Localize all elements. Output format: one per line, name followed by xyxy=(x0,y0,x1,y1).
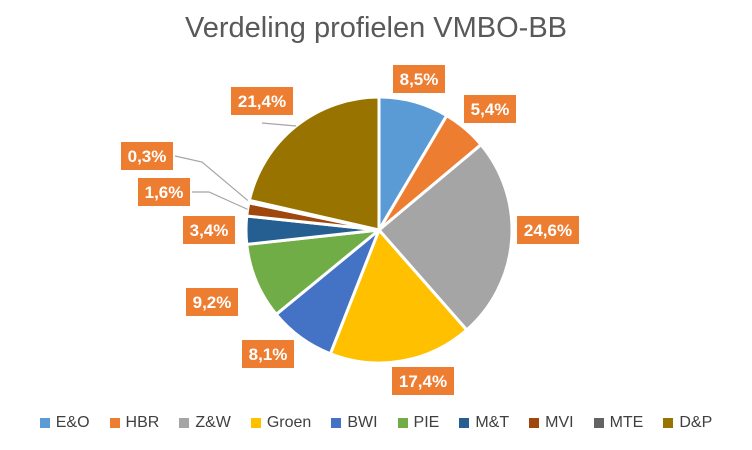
legend-swatch xyxy=(593,418,604,428)
legend-swatch xyxy=(397,418,408,428)
legend-swatch xyxy=(250,418,261,428)
legend-item-hbr: HBR xyxy=(109,414,160,432)
pie-chart: 8,5% 5,4% 24,6% 17,4% 8,1% 9,2% 3,4% 1,6% 0,3% 21… xyxy=(121,65,579,395)
pie-slice-zw xyxy=(376,142,514,333)
legend-label: MVI xyxy=(545,414,574,431)
svg-text:17,4%: 17,4% xyxy=(399,372,447,391)
pie-slice-groen xyxy=(328,227,469,365)
data-label-bwi: 8,1% xyxy=(242,340,294,368)
legend-swatch xyxy=(331,418,342,428)
legend-item-pie: PIE xyxy=(397,414,440,432)
legend-item-zw: Z&W xyxy=(179,414,231,432)
legend-item-bwi: BWI xyxy=(331,414,378,432)
legend-item-mte: MTE xyxy=(593,414,644,432)
data-label-pie: 9,2% xyxy=(186,288,238,316)
legend-item-mt: M&T xyxy=(459,414,509,432)
legend-swatch xyxy=(179,418,190,428)
legend-label: Z&W xyxy=(195,414,231,431)
data-label-mt: 3,4% xyxy=(183,216,235,244)
legend-label: MTE xyxy=(609,414,644,431)
data-label-groen: 17,4% xyxy=(392,367,454,395)
legend-label: E&O xyxy=(55,414,90,431)
svg-text:3,4%: 3,4% xyxy=(190,221,229,240)
data-label-hbr: 5,4% xyxy=(464,95,516,123)
legend-item-mvi: MVI xyxy=(529,414,574,432)
svg-text:8,5%: 8,5% xyxy=(400,70,439,89)
svg-text:24,6%: 24,6% xyxy=(524,221,572,240)
legend-swatch xyxy=(39,418,50,428)
chart-title: Verdeling profielen VMBO-BB xyxy=(184,12,568,44)
legend-swatch xyxy=(459,418,470,428)
legend-label: M&T xyxy=(475,414,510,431)
legend-swatch xyxy=(109,418,120,428)
leader-line-mvi xyxy=(192,191,248,210)
svg-text:8,1%: 8,1% xyxy=(249,345,288,364)
legend-item-eo: E&O xyxy=(39,414,90,432)
data-label-dp: 21,4% xyxy=(231,87,293,115)
svg-text:5,4%: 5,4% xyxy=(471,100,510,119)
svg-text:21,4%: 21,4% xyxy=(238,92,286,111)
legend-label: D&P xyxy=(679,414,713,431)
legend-label: Groen xyxy=(266,414,312,431)
legend-swatch xyxy=(529,418,540,428)
svg-text:1,6%: 1,6% xyxy=(145,183,184,202)
legend-label: BWI xyxy=(347,414,378,431)
svg-text:0,3%: 0,3% xyxy=(128,147,167,166)
legend-label: PIE xyxy=(413,414,440,431)
data-label-eo: 8,5% xyxy=(393,65,445,93)
data-label-zw: 24,6% xyxy=(517,216,579,244)
data-label-mte: 0,3% xyxy=(121,142,173,170)
pie-slice-dp xyxy=(247,95,381,232)
legend-swatch xyxy=(663,418,674,428)
legend-item-dp: D&P xyxy=(663,414,712,432)
chart-legend: E&O HBR Z&W Groen BWI PIE M&T MVI MTE D&P xyxy=(0,414,752,432)
legend-item-groen: Groen xyxy=(250,414,312,432)
legend-label: HBR xyxy=(125,414,160,431)
leader-line-mte xyxy=(174,155,250,203)
leader-line-dp xyxy=(261,122,297,127)
svg-text:9,2%: 9,2% xyxy=(193,293,232,312)
data-label-mvi: 1,6% xyxy=(138,178,190,206)
